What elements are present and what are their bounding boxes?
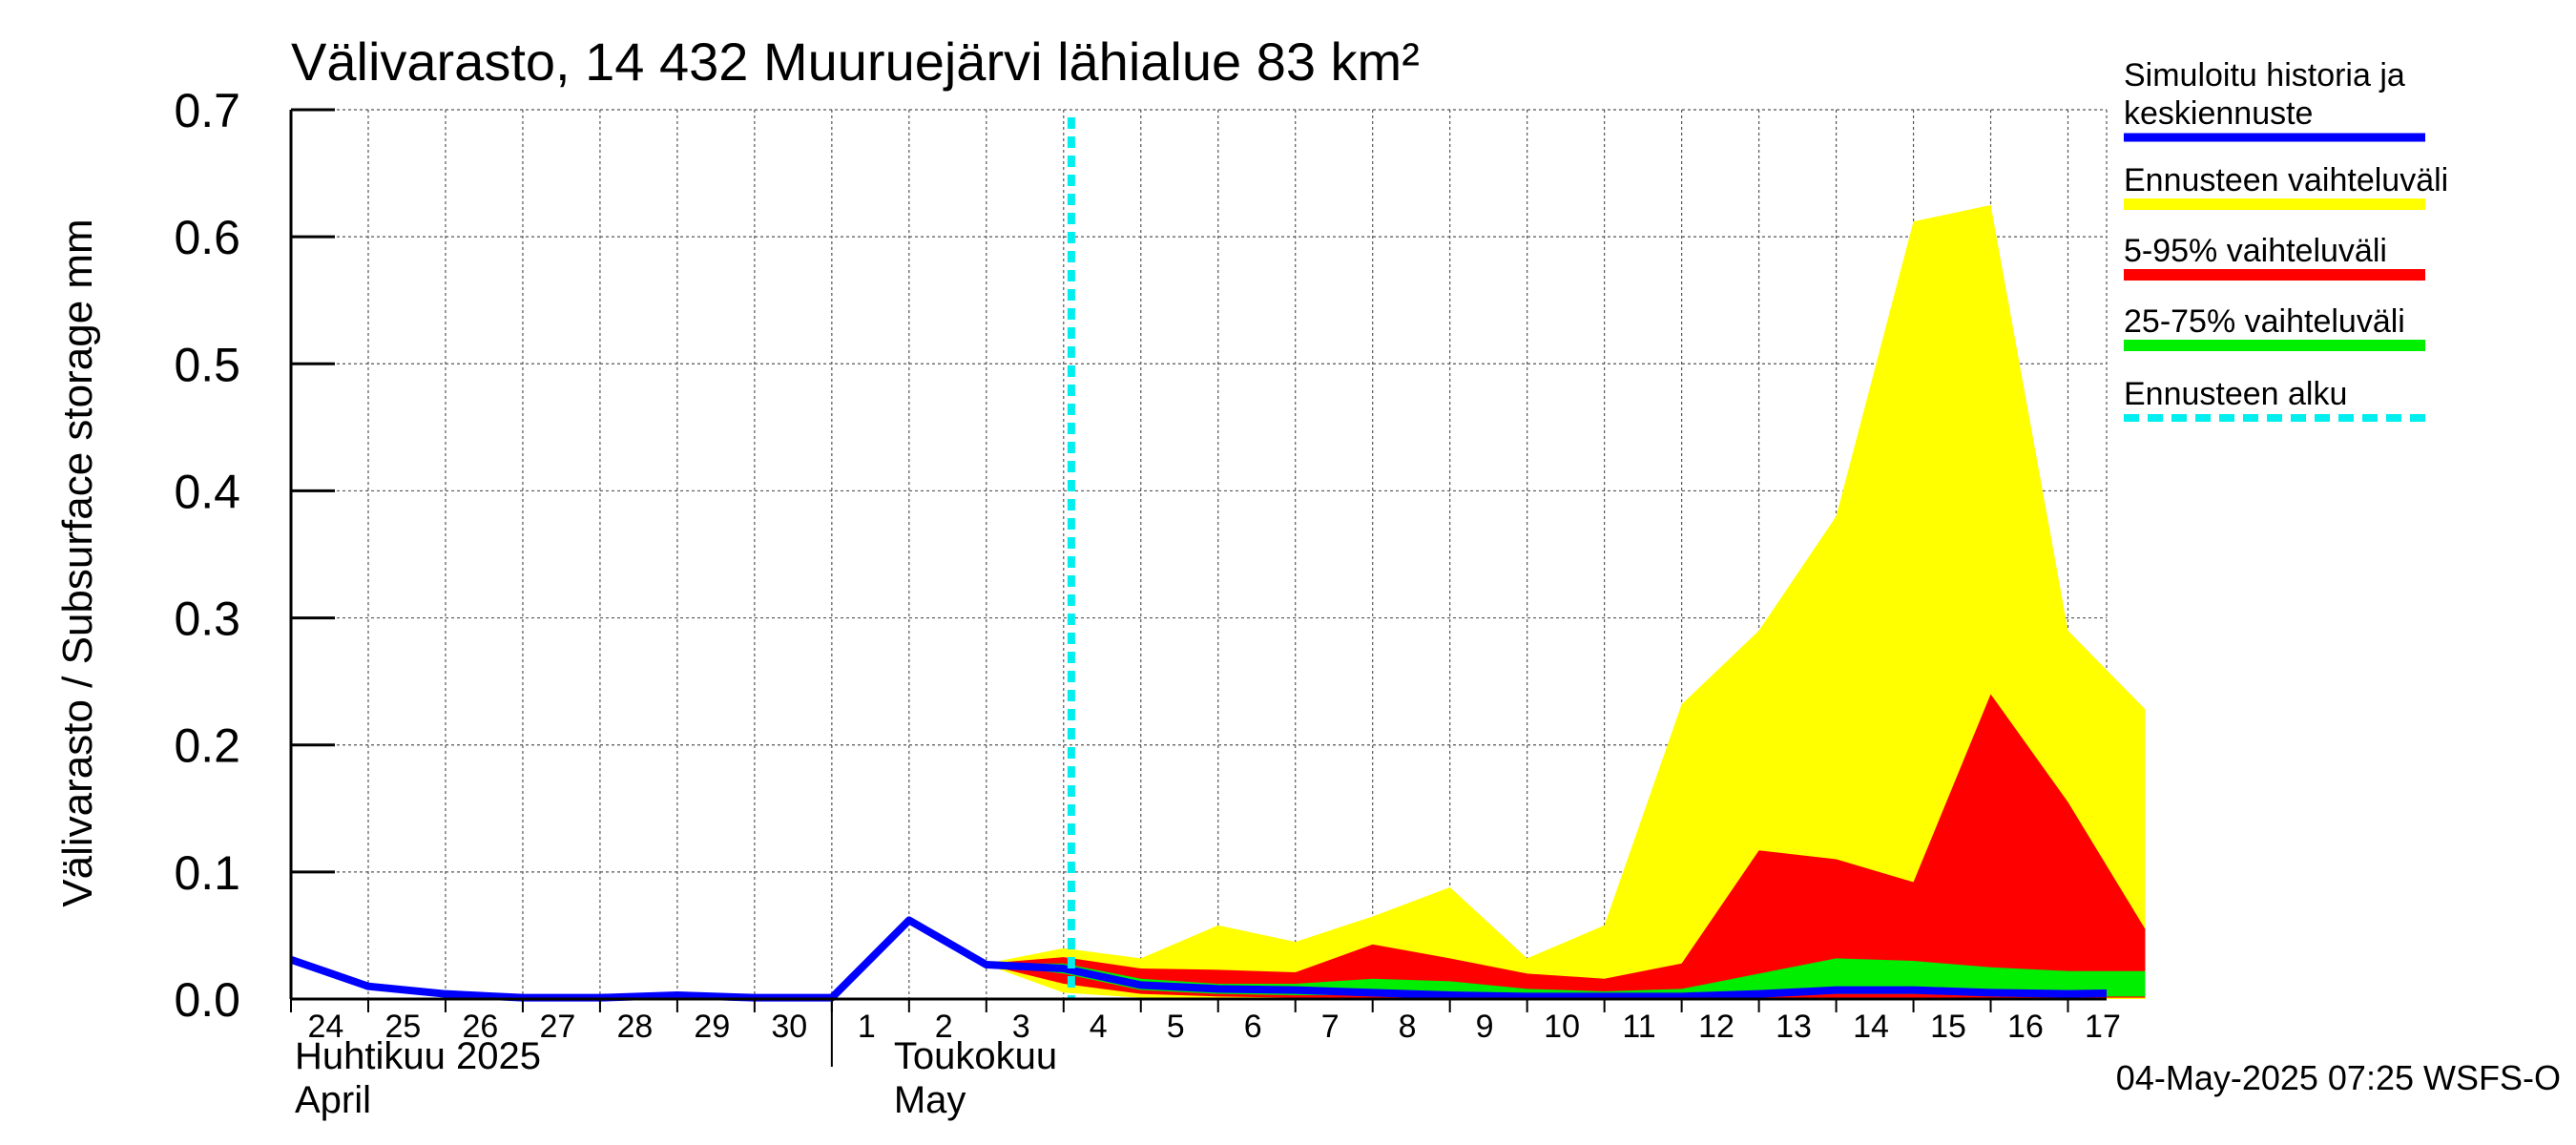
x-tick-label: 24 xyxy=(308,1009,344,1045)
y-tick-label: 0.4 xyxy=(174,465,240,518)
legend-label: Simuloitu historia ja xyxy=(2124,57,2405,94)
legend-label: keskiennuste xyxy=(2124,95,2313,132)
x-tick-label: 12 xyxy=(1698,1009,1735,1045)
x-tick-label: 6 xyxy=(1244,1009,1262,1045)
x-tick-label: 1 xyxy=(858,1009,876,1045)
x-tick-label: 3 xyxy=(1012,1009,1030,1045)
y-tick-label: 0.1 xyxy=(174,846,240,900)
legend-label: 25-75% vaihteluväli xyxy=(2124,303,2405,340)
x-tick-label: 28 xyxy=(616,1009,653,1045)
y-tick-label: 0.2 xyxy=(174,719,240,773)
x-tick-label: 8 xyxy=(1399,1009,1417,1045)
month-label-en: April xyxy=(295,1079,371,1121)
y-tick-label: 0.7 xyxy=(174,84,240,137)
x-tick-label: 17 xyxy=(2085,1009,2121,1045)
x-tick-label: 30 xyxy=(771,1009,807,1045)
y-tick-label: 0.0 xyxy=(174,973,240,1027)
x-tick-label: 26 xyxy=(462,1009,498,1045)
x-tick-label: 11 xyxy=(1622,1009,1655,1045)
x-tick-label: 2 xyxy=(935,1009,953,1045)
x-tick-label: 29 xyxy=(694,1009,730,1045)
y-tick-label: 0.5 xyxy=(174,338,240,391)
x-tick-label: 16 xyxy=(2007,1009,2044,1045)
month-label-fi: Toukokuu xyxy=(894,1035,1057,1077)
x-tick-label: 13 xyxy=(1776,1009,1812,1045)
x-tick-label: 4 xyxy=(1090,1009,1108,1045)
x-tick-label: 5 xyxy=(1167,1009,1185,1045)
month-label-fi: Huhtikuu 2025 xyxy=(295,1035,541,1077)
legend-label: 5-95% vaihteluväli xyxy=(2124,233,2387,269)
chart-title: Välivarasto, 14 432 Muuruejärvi lähialue… xyxy=(291,31,1420,92)
legend-label: Ennusteen alku xyxy=(2124,376,2347,412)
band-ennusteen-vaihteluv-li xyxy=(986,204,2146,999)
legend-label: Ennusteen vaihteluväli xyxy=(2124,162,2448,198)
x-tick-label: 10 xyxy=(1544,1009,1580,1045)
y-tick-label: 0.3 xyxy=(174,593,240,646)
timestamp-label: 04-May-2025 07:25 WSFS-O xyxy=(2116,1058,2561,1097)
x-tick-label: 27 xyxy=(539,1009,575,1045)
x-tick-label: 15 xyxy=(1930,1009,1966,1045)
plot-area: 0.00.10.20.30.40.50.60.724 25 26 27 28 29 30 1 2… xyxy=(174,84,2146,1121)
y-axis-label: Välivarasto / Subsurface storage mm xyxy=(54,219,101,906)
month-label-en: May xyxy=(894,1079,966,1121)
x-tick-label: 25 xyxy=(385,1009,422,1045)
x-tick-label: 9 xyxy=(1476,1009,1494,1045)
y-tick-label: 0.6 xyxy=(174,211,240,264)
band-5-95-vaihteluv-li xyxy=(986,694,2146,998)
x-tick-label: 14 xyxy=(1853,1009,1889,1045)
x-tick-label: 7 xyxy=(1321,1009,1340,1045)
